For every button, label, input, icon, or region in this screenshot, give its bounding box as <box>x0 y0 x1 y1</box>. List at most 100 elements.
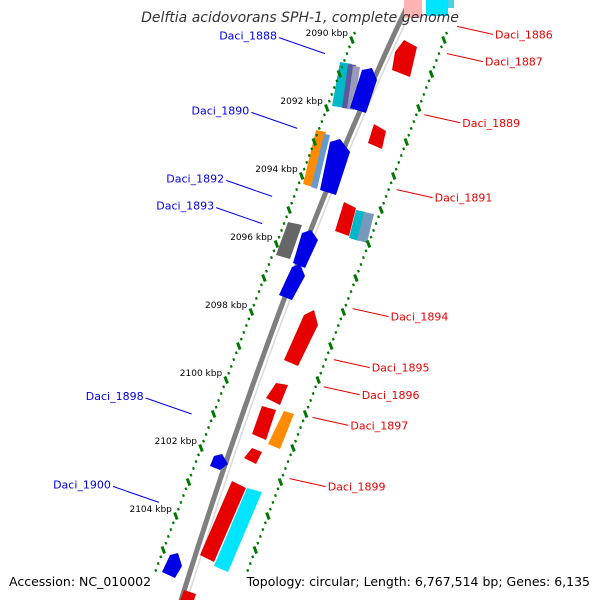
minor-tick <box>232 358 236 362</box>
minor-tick <box>419 99 423 103</box>
minor-tick <box>191 466 195 470</box>
major-tick <box>378 205 384 215</box>
minor-tick <box>256 541 260 545</box>
genome-backbone <box>178 0 418 600</box>
gene-arrow <box>200 481 246 562</box>
gene-arrow <box>357 212 374 243</box>
minor-tick <box>258 534 262 538</box>
minor-tick <box>286 460 290 464</box>
minor-tick <box>285 215 289 219</box>
minor-tick <box>261 528 265 532</box>
major-tick <box>336 69 343 79</box>
gene-label[interactable]: Daci_1900 <box>53 478 111 491</box>
gene-label[interactable]: Daci_1894 <box>391 311 449 324</box>
minor-tick <box>289 453 293 457</box>
gene-arrow <box>350 68 377 113</box>
gene-label[interactable]: Daci_1886 <box>495 28 553 41</box>
minor-tick <box>294 439 298 443</box>
minor-tick <box>347 45 351 49</box>
gene-arrow <box>392 40 417 77</box>
minor-tick <box>207 426 211 430</box>
gene-label[interactable]: Daci_1893 <box>156 200 214 213</box>
major-tick <box>286 205 292 215</box>
major-tick <box>261 273 267 283</box>
minor-tick <box>402 147 406 151</box>
minor-tick <box>244 324 248 328</box>
label-leader-line <box>333 359 370 369</box>
minor-tick <box>414 113 418 117</box>
major-tick <box>302 409 309 419</box>
kbp-label: 2100 kbp <box>180 369 223 379</box>
minor-tick <box>246 568 250 572</box>
minor-tick <box>169 528 173 532</box>
gene-label[interactable]: Daci_1889 <box>462 117 520 130</box>
minor-tick <box>271 500 275 504</box>
minor-tick <box>281 473 285 477</box>
gene-arrow <box>252 406 276 440</box>
gene-label[interactable]: Daci_1897 <box>350 419 408 432</box>
major-tick <box>277 477 284 487</box>
minor-tick <box>268 507 272 511</box>
minor-tick <box>369 235 373 239</box>
gene-label[interactable]: Daci_1890 <box>191 104 249 117</box>
label-leader-line <box>225 179 273 197</box>
minor-tick <box>310 147 314 151</box>
gene-features <box>162 40 417 600</box>
gene-label[interactable]: Daci_1899 <box>328 481 386 494</box>
minor-tick <box>239 337 243 341</box>
minor-tick <box>242 330 246 334</box>
minor-tick <box>345 52 349 56</box>
minor-tick <box>254 296 258 300</box>
major-tick <box>290 443 296 453</box>
label-leader-line <box>251 111 298 129</box>
kbp-label: 2090 kbp <box>306 29 349 39</box>
minor-tick <box>247 317 251 321</box>
minor-tick <box>251 555 255 559</box>
minor-tick <box>273 494 277 498</box>
minor-tick <box>382 201 386 205</box>
minor-tick <box>372 228 376 232</box>
minor-tick <box>234 351 238 355</box>
accession-text: Accession: NC_010002 <box>9 574 151 589</box>
minor-tick <box>219 392 223 396</box>
gene-label[interactable]: Daci_1895 <box>372 362 430 375</box>
minor-tick <box>314 385 318 389</box>
gene-label[interactable]: Daci_1898 <box>86 390 144 403</box>
gene-label[interactable]: Daci_1887 <box>485 56 543 69</box>
minor-tick <box>292 194 296 198</box>
gene-label[interactable]: Daci_1888 <box>219 30 277 43</box>
minor-tick <box>319 371 323 375</box>
minor-tick <box>272 249 276 253</box>
minor-tick <box>361 256 365 260</box>
minor-tick <box>283 466 287 470</box>
gene-arrow <box>266 383 288 405</box>
minor-tick <box>315 133 319 137</box>
minor-tick <box>156 562 160 566</box>
minor-tick <box>257 290 261 294</box>
kbp-label: 2104 kbp <box>129 505 172 515</box>
minor-tick <box>222 385 226 389</box>
minor-tick <box>434 58 438 62</box>
minor-tick <box>394 167 398 171</box>
minor-tick <box>336 324 340 328</box>
minor-tick <box>340 65 344 69</box>
major-tick <box>328 341 334 351</box>
minor-tick <box>359 262 363 266</box>
gene-label[interactable]: Daci_1896 <box>362 389 420 402</box>
label-leader-line <box>456 25 494 35</box>
gene-arrow <box>244 448 262 464</box>
major-tick <box>311 137 318 147</box>
topology-text: Topology: circular; Length: 6,767,514 bp… <box>246 574 590 589</box>
minor-tick <box>427 79 431 83</box>
gene-arrow <box>279 264 305 300</box>
label-leader-line <box>312 416 349 426</box>
minor-tick <box>217 398 221 402</box>
gene-label[interactable]: Daci_1892 <box>166 172 224 185</box>
gene-label[interactable]: Daci_1891 <box>435 192 493 205</box>
label-leader-line <box>278 37 326 55</box>
minor-tick <box>309 398 313 402</box>
minor-tick <box>202 439 206 443</box>
minor-tick <box>349 290 353 294</box>
kbp-label: 2102 kbp <box>155 437 198 447</box>
minor-tick <box>326 351 330 355</box>
